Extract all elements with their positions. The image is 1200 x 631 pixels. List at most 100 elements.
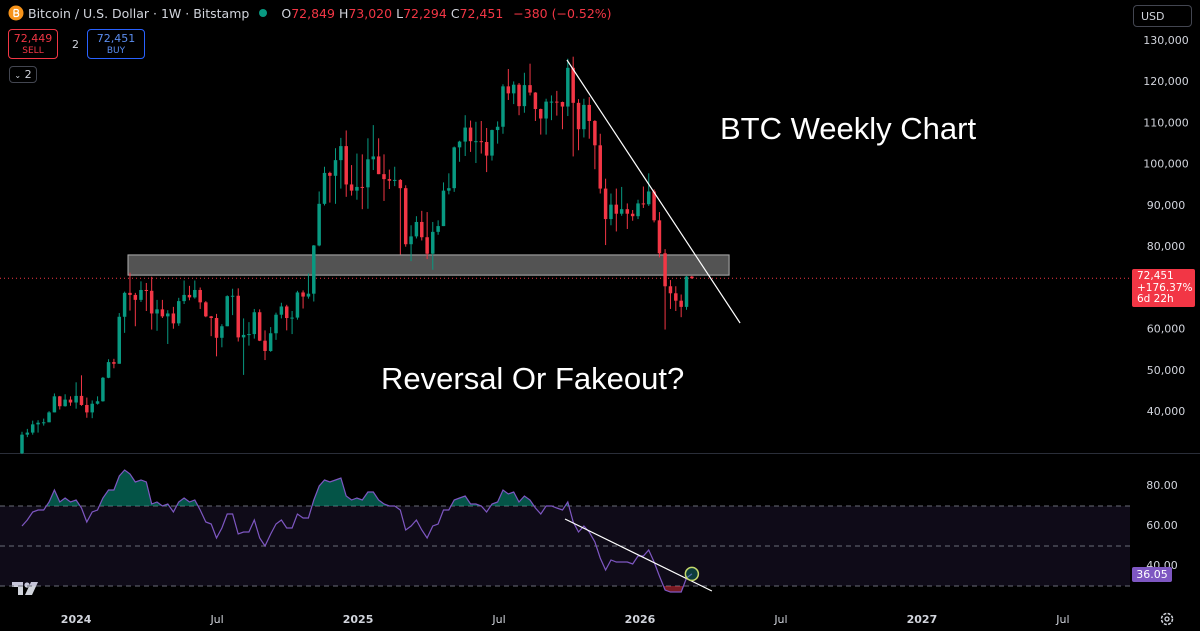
price-change: +176.37%: [1137, 281, 1193, 294]
rsi-value: 36.05: [1136, 567, 1168, 581]
candle-body: [47, 412, 51, 423]
candle-body: [533, 92, 538, 110]
candle-body: [630, 213, 635, 217]
candle-body: [247, 334, 251, 336]
candle-body: [122, 292, 127, 317]
x-tick-label: Jul: [491, 613, 505, 626]
sell-label: SELL: [22, 46, 44, 56]
candle-body: [566, 67, 570, 107]
rsi-line: [21, 469, 693, 593]
sell-button[interactable]: 72,449 SELL: [8, 29, 58, 59]
buy-label: BUY: [106, 46, 126, 56]
candle-body: [171, 313, 176, 324]
candle-body: [598, 145, 602, 189]
candle-body: [511, 84, 516, 94]
x-tick-label: Jul: [209, 613, 223, 626]
candle-body: [74, 395, 78, 403]
tradingview-logo: [12, 582, 38, 595]
candle-body: [322, 172, 327, 204]
candle-body: [187, 294, 192, 298]
candle-body: [560, 102, 565, 107]
indicator-count: 2: [24, 68, 32, 81]
candle-body: [85, 404, 89, 413]
candle-body: [674, 293, 678, 301]
x-tick-label: 2026: [625, 613, 656, 626]
candle-body: [36, 422, 40, 425]
candle-body: [495, 126, 500, 131]
candle-body: [414, 221, 419, 237]
candle-body: [306, 293, 311, 297]
candle-body: [182, 294, 186, 302]
candle-body: [209, 316, 213, 319]
candle-body: [636, 203, 640, 217]
candle-body: [360, 186, 365, 188]
candle-body: [268, 333, 273, 351]
candle-body: [657, 220, 662, 254]
highlight-circle: [684, 566, 700, 582]
candle-body: [177, 301, 181, 324]
candle-body: [344, 146, 348, 185]
ohlc-value: 72,451: [459, 5, 504, 21]
candle-body: [30, 424, 35, 433]
candle-body: [522, 85, 527, 107]
currency-button[interactable]: USD: [1133, 5, 1192, 27]
rsi-band: [0, 506, 1130, 586]
candle-body: [582, 104, 586, 130]
trendline: [566, 59, 741, 324]
candle-body: [68, 399, 73, 403]
candle-body: [117, 316, 121, 364]
candle-body: [539, 109, 543, 119]
candle-body: [652, 191, 656, 221]
candle-body: [436, 226, 440, 232]
candle-body: [517, 84, 521, 107]
candle-body: [603, 188, 608, 220]
candle-body: [349, 184, 354, 191]
settings-icon[interactable]: [1160, 612, 1174, 626]
candle-body: [312, 245, 316, 294]
y-tick-label: 130,000: [1143, 34, 1189, 47]
candle-body: [333, 160, 338, 176]
rsi-value-label: 36.05: [1132, 566, 1172, 582]
candle-body: [609, 204, 613, 220]
candle-body: [214, 318, 219, 338]
candle-body: [684, 276, 689, 307]
candle-body: [452, 147, 456, 189]
candle-body: [230, 295, 235, 297]
candle-body: [133, 294, 138, 300]
candle-body: [398, 179, 403, 189]
candle-body: [587, 104, 591, 121]
candle-body: [614, 204, 619, 214]
candle-body: [225, 296, 229, 327]
candle-body: [506, 86, 511, 94]
ohlc-key: O: [281, 5, 292, 21]
ohlc-value: 73,020: [348, 5, 393, 21]
candle-body: [468, 127, 473, 142]
sell-price: 72,449: [13, 32, 53, 45]
indicators-toggle[interactable]: ⌄ 2: [9, 66, 37, 83]
candle-body: [101, 377, 105, 402]
candle-body: [690, 276, 694, 279]
candle-body: [382, 174, 386, 180]
candle-body: [463, 127, 467, 142]
candle-body: [544, 101, 548, 119]
candle-body: [149, 290, 154, 314]
candle-body: [409, 236, 413, 245]
candle-body: [58, 396, 62, 407]
candle-body: [204, 302, 208, 317]
candle-body: [501, 86, 505, 127]
candle-body: [555, 101, 559, 103]
last-price: 72,451: [1137, 270, 1174, 283]
candle-body: [198, 289, 202, 303]
candle-body: [619, 209, 624, 214]
candle-body: [420, 221, 424, 238]
candle-body: [290, 317, 294, 319]
candle-body: [220, 326, 224, 338]
candle-body: [155, 309, 159, 314]
candle-body: [139, 289, 143, 300]
buy-button[interactable]: 72,451 BUY: [87, 29, 145, 59]
y-tick-label: 40,000: [1147, 405, 1186, 418]
candle-body: [20, 434, 24, 454]
candle-body: [447, 188, 451, 191]
x-tick-label: Jul: [1055, 613, 1069, 626]
